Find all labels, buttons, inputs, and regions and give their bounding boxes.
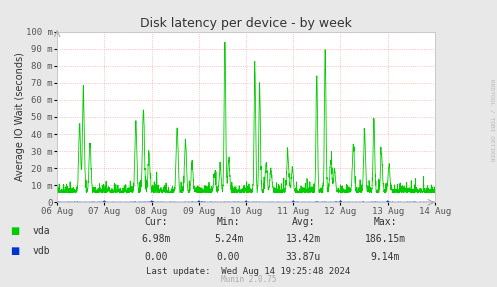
Text: 0.00: 0.00 xyxy=(145,252,168,262)
Text: 186.15m: 186.15m xyxy=(365,234,406,244)
Text: Min:: Min: xyxy=(217,218,241,227)
Text: Munin 2.0.75: Munin 2.0.75 xyxy=(221,275,276,284)
Text: RRDTOOL / TOBI OETIKER: RRDTOOL / TOBI OETIKER xyxy=(490,79,495,162)
Y-axis label: Average IO Wait (seconds): Average IO Wait (seconds) xyxy=(15,53,25,181)
Text: Last update:  Wed Aug 14 19:25:48 2024: Last update: Wed Aug 14 19:25:48 2024 xyxy=(147,267,350,276)
Text: 0.00: 0.00 xyxy=(217,252,241,262)
Text: vdb: vdb xyxy=(32,246,50,256)
Text: 33.87u: 33.87u xyxy=(286,252,321,262)
Title: Disk latency per device - by week: Disk latency per device - by week xyxy=(140,18,352,30)
Text: 13.42m: 13.42m xyxy=(286,234,321,244)
Text: Cur:: Cur: xyxy=(145,218,168,227)
Text: 6.98m: 6.98m xyxy=(142,234,171,244)
Text: Max:: Max: xyxy=(373,218,397,227)
Text: vda: vda xyxy=(32,226,50,236)
Text: ■: ■ xyxy=(10,246,19,256)
Text: Avg:: Avg: xyxy=(291,218,315,227)
Text: 9.14m: 9.14m xyxy=(370,252,400,262)
Text: 5.24m: 5.24m xyxy=(214,234,244,244)
Text: ■: ■ xyxy=(10,226,19,236)
